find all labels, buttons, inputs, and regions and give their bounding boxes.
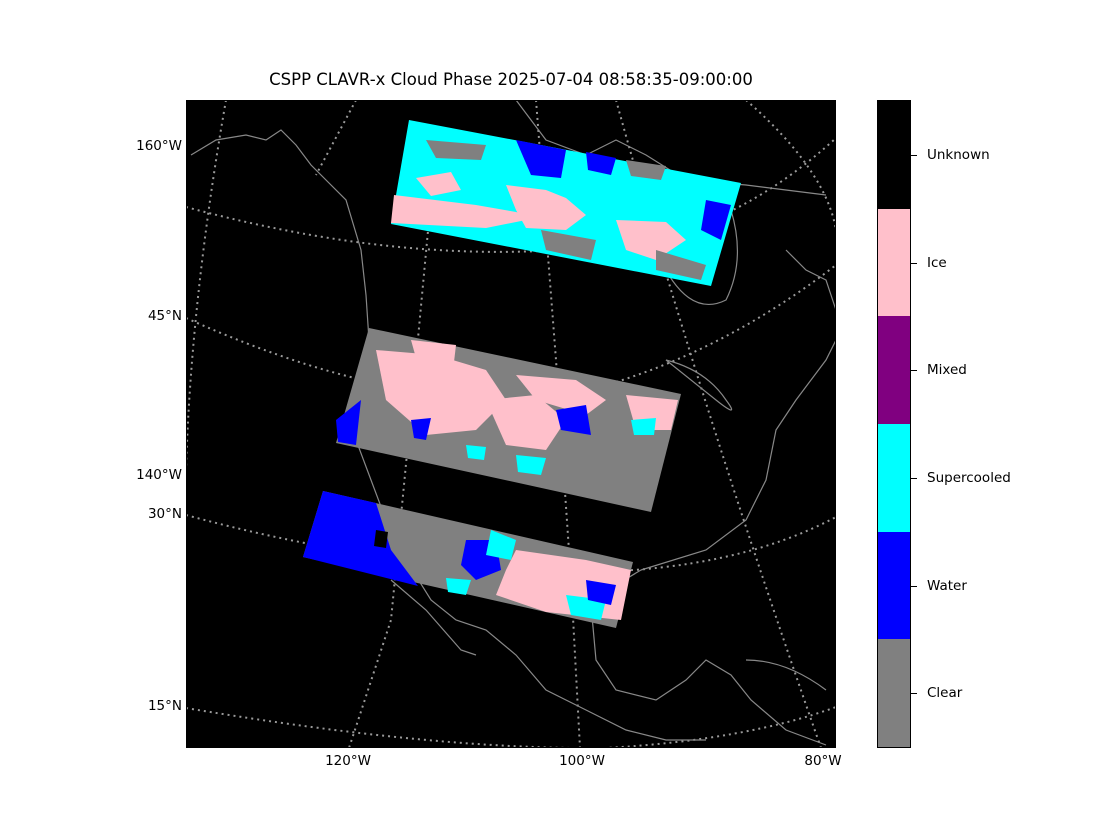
ice-region [616, 220, 686, 260]
colorbar-segment-unknown [878, 101, 910, 209]
unknown-region [374, 530, 388, 548]
meridian-line [186, 100, 227, 471]
chart-title: CSPP CLAVR-x Cloud Phase 2025-07-04 08:5… [269, 70, 753, 89]
arctic-coast [515, 100, 827, 196]
colorbar-segment-ice [878, 208, 910, 317]
meridian-line [535, 100, 581, 748]
clear-region [656, 250, 706, 280]
y-tick-label: 45°N [147, 308, 182, 324]
ice-region [411, 340, 456, 362]
coastlines [190, 100, 836, 746]
clear-region [541, 230, 596, 260]
meridian-line [745, 100, 836, 231]
clear-region [426, 140, 486, 160]
swath-north [391, 120, 741, 286]
supercooled-region [631, 418, 656, 435]
clear-region [626, 160, 666, 180]
colorbar-segment-water [878, 531, 910, 640]
x-tick-label: 80°W [804, 753, 842, 769]
colorbar-label: Unknown [927, 146, 990, 163]
great-lakes [665, 359, 733, 411]
water-region [336, 400, 361, 445]
x-tick-label: 120°W [325, 753, 371, 769]
y-tick-label: 30°N [147, 506, 182, 522]
colorbar-label: Water [927, 577, 967, 594]
colorbar [877, 100, 911, 748]
water-region [556, 405, 591, 435]
supercooled-region [486, 530, 516, 560]
colorbar-segment-clear [878, 639, 910, 747]
supercooled-region [446, 578, 471, 595]
y-tick-label: 160°W [136, 138, 182, 154]
ice-region [391, 195, 536, 228]
ice-region [516, 375, 606, 415]
map-svg [186, 100, 836, 748]
ice-region [486, 395, 566, 450]
supercooled-region [516, 455, 546, 475]
colorbar-segment-mixed [878, 316, 910, 424]
water-region [586, 580, 616, 605]
colorbar-tick [910, 477, 917, 479]
meridian-line [348, 219, 430, 748]
x-tick-label: 100°W [559, 753, 605, 769]
y-tick-label: 140°W [136, 467, 182, 483]
cuba [745, 659, 827, 691]
ice-region [506, 185, 586, 230]
water-region [516, 140, 566, 178]
colorbar-label: Mixed [927, 362, 967, 379]
colorbar-tick [910, 262, 917, 264]
baja [390, 579, 477, 656]
colorbar-tick [910, 585, 917, 587]
water-region [586, 152, 616, 175]
colorbar-tick [910, 370, 917, 372]
parallel-line [186, 706, 836, 748]
map-panel [186, 100, 836, 748]
swath-south [303, 491, 633, 628]
water-region [303, 491, 418, 586]
colorbar-label: Clear [927, 685, 963, 702]
colorbar-label: Supercooled [927, 469, 1011, 486]
colorbar-tick [910, 154, 917, 156]
colorbar-tick [910, 693, 917, 695]
pacific-coast [355, 339, 706, 741]
gulf-coast [590, 569, 827, 746]
colorbar-label: Ice [927, 254, 947, 271]
supercooled-region [466, 445, 486, 460]
meridian-line [315, 100, 357, 176]
colorbar-segment-supercooled [878, 424, 910, 532]
water-region [411, 418, 431, 440]
hudson-bay [655, 209, 738, 305]
labrador [785, 249, 836, 311]
east-coast [640, 339, 836, 571]
ice-region [416, 172, 461, 196]
y-tick-label: 15°N [147, 698, 182, 714]
swath-middle [336, 328, 681, 512]
water-region [701, 200, 731, 240]
ice-region [376, 350, 506, 435]
alaska-coast [190, 129, 370, 341]
